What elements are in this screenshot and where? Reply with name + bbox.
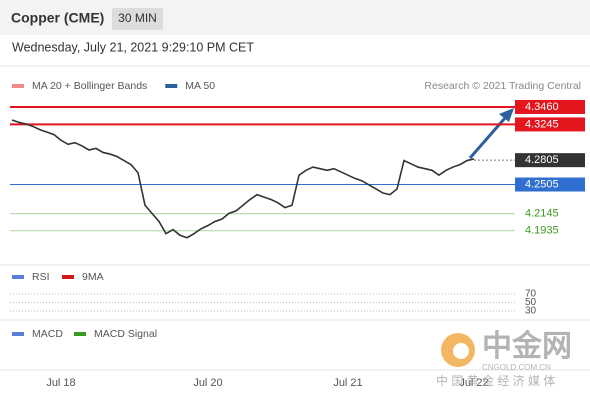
chart-title: Copper (CME) <box>11 10 104 26</box>
level-label: 4.3245 <box>525 118 559 130</box>
level-label: 4.2145 <box>525 208 559 220</box>
y-tick-label: 50 <box>525 297 537 308</box>
watermark: 中金网 CNGOLD.COM.CN 中 国 黄 金 经 济 媒 体 <box>436 329 572 388</box>
level-label: 4.1935 <box>525 225 559 237</box>
subtitle: Wednesday, July 21, 2021 9:29:10 PM CET <box>12 40 254 54</box>
level-box <box>515 177 585 192</box>
legend-swatch <box>12 84 24 88</box>
legend-swatch <box>12 275 24 279</box>
watermark-logo: 中金网 <box>482 329 572 363</box>
header-bar <box>0 0 590 35</box>
legend-swatch <box>74 332 86 336</box>
legend-label: RSI <box>32 271 50 283</box>
legend-label: MACD <box>32 328 63 340</box>
x-tick-label: Jul 21 <box>333 377 362 389</box>
level-box <box>515 153 585 168</box>
legend-label: MACD Signal <box>94 328 157 340</box>
x-tick-label: Jul 18 <box>46 377 75 389</box>
interval-badge <box>112 8 163 30</box>
level-box <box>515 117 585 132</box>
legend-label: MA 50 <box>185 80 215 92</box>
credit: Research © 2021 Trading Central <box>424 80 581 92</box>
legend-swatch <box>12 332 24 336</box>
watermark-site: CNGOLD.COM.CN <box>482 363 551 372</box>
forecast-arrowhead <box>499 108 514 122</box>
interval: 30 MIN <box>118 11 157 25</box>
level-label: 4.2505 <box>525 178 559 190</box>
legend-label: MA 20 + Bollinger Bands <box>32 80 147 92</box>
y-tick-label: 30 <box>525 306 537 317</box>
y-tick-label: 70 <box>525 289 537 300</box>
level-box <box>515 99 585 114</box>
watermark-slogan: 中 国 黄 金 经 济 媒 体 <box>436 373 555 388</box>
legend-swatch <box>62 275 74 279</box>
price-line <box>11 119 475 239</box>
x-tick-label: Jul 22 <box>459 377 488 389</box>
watermark-logo-mark <box>453 343 469 359</box>
legend-label: 9MA <box>82 271 104 283</box>
x-tick-label: Jul 20 <box>193 377 222 389</box>
legend-swatch <box>165 84 178 88</box>
level-label: 4.3460 <box>525 101 559 113</box>
level-label: 4.2805 <box>525 154 559 166</box>
